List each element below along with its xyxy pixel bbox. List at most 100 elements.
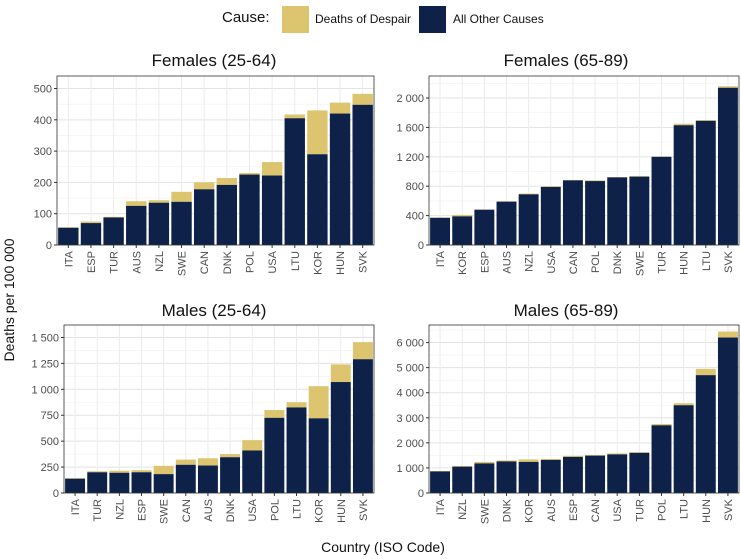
bar-despair-nzl [452,465,473,467]
bar-other-kor [518,461,539,493]
bar-despair-dnk [216,178,238,185]
y-tick-label: 100 [34,209,52,221]
bar-despair-esp [80,221,102,224]
bar-other-usa [540,186,561,245]
bar-despair-nzl [148,200,170,203]
panel-title: Females (65-89) [504,51,629,70]
bar-other-ita [430,217,451,245]
bar-despair-can [193,182,215,190]
legend-swatch-other [419,6,446,33]
y-tick-label: 400 [34,115,52,127]
x-tick-label: AUS [546,499,558,522]
bar-despair-nzl [518,193,539,195]
bar-other-swe [171,201,192,245]
x-tick-label: USA [247,498,259,521]
y-tick-label: 250 [41,462,59,474]
x-tick-label: POL [590,251,602,273]
bar-other-nzl [452,466,473,493]
bar-other-pol [239,174,260,245]
x-tick-label: ITA [70,498,82,515]
bar-other-ltu [673,405,694,493]
x-tick-label: DNK [612,250,624,274]
x-tick-label: USA [267,250,279,273]
legend-label-other: All Other Causes [453,12,544,26]
bar-despair-ltu [695,120,716,121]
bar-despair-can [175,459,196,465]
x-tick-label: HUN [335,251,347,275]
bar-despair-usa [607,453,628,455]
x-tick-label: CAN [590,499,602,522]
y-tick-label: 200 [34,177,52,189]
bar-despair-swe [629,175,650,177]
panel-title: Males (65-89) [514,301,619,320]
bar-other-dnk [220,457,241,493]
bar-other-can [193,189,215,245]
bar-despair-kor [518,459,539,462]
bar-despair-svk [352,93,373,105]
bar-other-tur [629,452,650,493]
bar-other-esp [474,209,495,245]
y-tick-label: 2 000 [396,438,424,450]
y-tick-label: 1 000 [396,463,424,475]
y-tick-label: 800 [406,181,424,193]
bar-other-hun [673,125,694,245]
x-tick-label: POL [269,499,281,521]
x-tick-label: SWE [177,251,189,276]
x-tick-label: ESP [86,251,98,273]
x-tick-label: POL [244,251,256,273]
panel-males-65-89: Males (65-89) 0 1 000 2 000 3 000 4 000 5 000… [396,301,740,524]
bar-other-kor [307,154,328,245]
y-tick-label: 750 [41,410,59,422]
bar-despair-dnk [496,460,517,462]
panel-title: Males (25-64) [162,301,267,320]
x-tick-label: AUS [131,251,143,274]
y-tick-label: 400 [406,211,424,223]
x-tick-label: DNK [502,498,514,522]
panel-females-25-64: Females (25-64) 0 100 200 300 400 500 ITA ESP TU… [34,51,375,276]
x-tick-label: SWE [479,499,491,524]
x-tick-label: TUR [92,499,104,522]
bar-other-ita [58,227,79,245]
y-tick-label: 1 000 [31,384,59,396]
bar-other-svk [352,359,373,493]
bar-other-hun [330,382,351,493]
bar-other-swe [153,474,174,493]
x-tick-label: KOR [524,499,536,523]
x-tick-label: NZL [154,251,166,272]
x-tick-label: ITA [435,250,447,267]
x-tick-label: USA [546,250,558,273]
bar-despair-pol [651,424,672,426]
y-tick-label: 1 600 [396,122,424,134]
x-tick-label: SVK [723,250,735,273]
y-tick-label: 6 000 [396,338,424,350]
bar-other-ltu [695,120,716,245]
y-tick-label: 500 [34,84,52,96]
bar-despair-svk [717,331,738,338]
y-tick-label: 3 000 [396,413,424,425]
panel-border [428,75,740,246]
x-tick-label: AUS [203,499,215,522]
bar-other-dnk [216,184,238,245]
bar-other-aus [197,465,218,493]
x-tick-label: DNK [225,498,237,522]
bar-despair-svk [352,342,373,360]
y-tick-label: 1 500 [31,332,59,344]
bar-despair-nzl [109,470,130,473]
x-tick-label: TUR [634,499,646,522]
bar-other-esp [562,456,583,493]
panel-females-65-89: Females (65-89) 0 400 800 1 200 1 600 2 000 IT… [396,51,740,276]
legend-swatch-despair [282,6,309,33]
bar-despair-tur [629,452,650,453]
bar-despair-ita [430,470,451,472]
bar-other-ltu [286,407,307,493]
x-tick-label: ITA [63,250,75,267]
x-tick-label: LTU [701,251,713,271]
x-tick-label: SWE [159,499,171,524]
y-tick-label: 5 000 [396,363,424,375]
legend-title: Cause: [222,9,270,26]
bar-other-ltu [284,118,305,245]
bar-other-usa [261,175,283,245]
x-tick-label: HUN [701,499,713,523]
bar-despair-esp [562,455,583,457]
